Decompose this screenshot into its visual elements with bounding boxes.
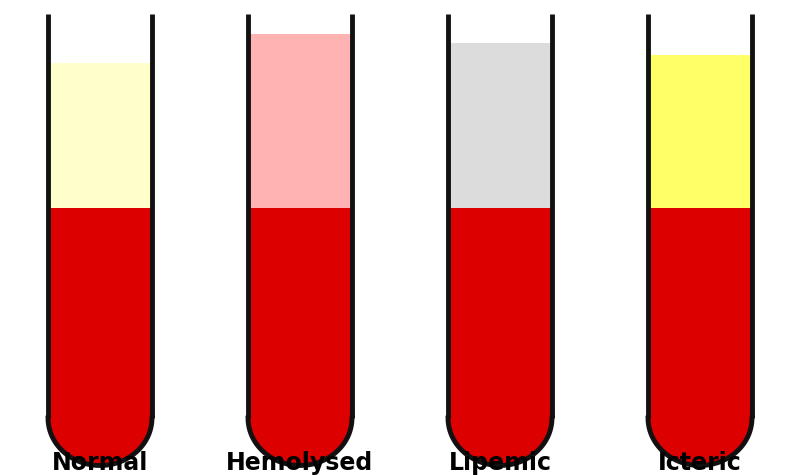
Text: Normal: Normal [52,451,148,475]
Bar [48,208,152,418]
Bar [648,14,752,55]
Text: Icteric: Icteric [658,451,742,475]
Bar [248,14,352,35]
Text: Hemolysed: Hemolysed [226,451,374,475]
Ellipse shape [48,370,152,466]
Bar [248,208,352,418]
Text: Lipemic: Lipemic [449,451,551,475]
Bar [648,208,752,418]
Bar [248,35,352,208]
Ellipse shape [248,370,352,466]
Bar [448,43,552,208]
Bar [48,14,152,63]
Bar [648,55,752,208]
Bar [448,14,552,43]
Bar [448,208,552,418]
Ellipse shape [448,370,552,466]
Bar [48,63,152,208]
Ellipse shape [648,370,752,466]
